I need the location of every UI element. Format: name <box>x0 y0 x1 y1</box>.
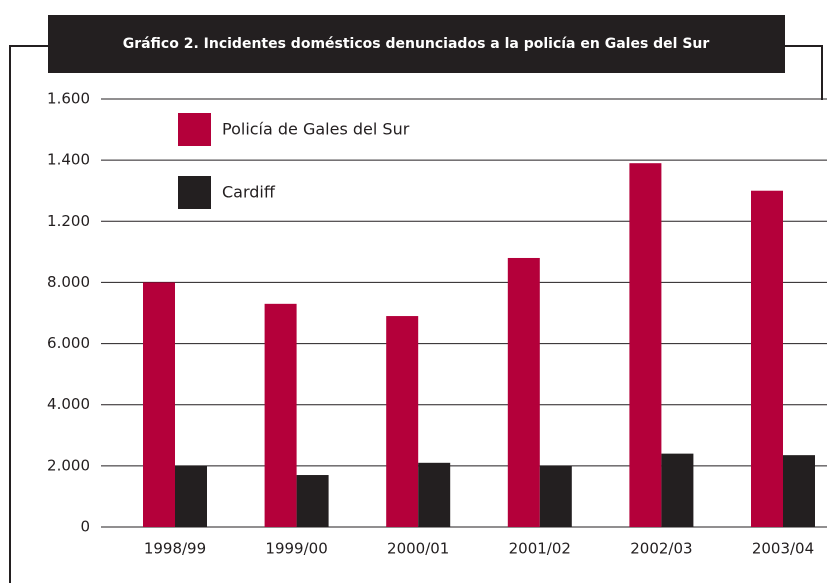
x-tick-label: 1998/99 <box>144 540 206 558</box>
y-tick-label: 4.000 <box>47 395 90 413</box>
bar <box>507 257 540 527</box>
x-tick-label: 2001/02 <box>509 540 571 558</box>
legend-label: Cardiff <box>222 183 276 202</box>
frame-left <box>9 45 48 583</box>
bar <box>418 462 451 527</box>
y-tick-label: 8.000 <box>47 273 90 291</box>
bar <box>661 453 694 527</box>
bar <box>296 475 329 527</box>
bar <box>264 303 297 527</box>
bar <box>539 465 572 527</box>
y-tick-label: 2.000 <box>47 456 90 474</box>
bar <box>629 163 662 527</box>
y-tick-label: 1.400 <box>47 151 90 169</box>
bar <box>143 282 175 527</box>
y-tick-label: 6.000 <box>47 334 90 352</box>
y-tick-label: 0 <box>80 518 90 536</box>
x-tick-label: 2003/04 <box>752 540 814 558</box>
x-tick-label: 2000/01 <box>387 540 449 558</box>
x-tick-label: 1999/00 <box>265 540 327 558</box>
bar <box>175 465 207 527</box>
chart-title: Gráfico 2. Incidentes domésticos denunci… <box>123 36 710 52</box>
legend-label: Policía de Gales del Sur <box>222 120 410 139</box>
frame-right <box>785 45 823 100</box>
bar <box>751 190 783 527</box>
legend-swatch <box>178 113 211 146</box>
bar <box>783 455 815 527</box>
legend-swatch <box>178 176 211 209</box>
title-bar <box>48 15 785 73</box>
x-tick-label: 2002/03 <box>630 540 692 558</box>
y-tick-label: 1.600 <box>47 90 90 108</box>
y-tick-label: 1.200 <box>47 212 90 230</box>
bar <box>386 316 419 527</box>
